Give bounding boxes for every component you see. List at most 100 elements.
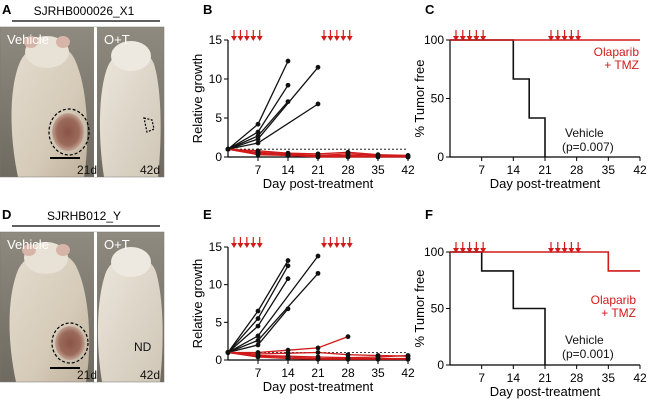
annotation-label: Vehicle: [565, 333, 604, 347]
down-arrow-dose-icon: [548, 242, 554, 253]
dose-arrow-head: [554, 36, 561, 41]
data-point-vehicle: [255, 129, 261, 135]
dose-arrow-head: [568, 248, 575, 253]
model-title: SJRHB000026_X1: [34, 4, 135, 18]
series-line-treatment: [450, 251, 640, 272]
model-title: SJRHB012_Y: [47, 209, 121, 223]
down-arrow-dose-icon: [466, 30, 473, 41]
down-arrow-dose-icon: [243, 237, 250, 248]
data-point-treatment: [315, 356, 321, 362]
down-arrow-dose-icon: [327, 237, 334, 248]
dose-arrow-head: [243, 36, 250, 41]
data-point-vehicle: [255, 121, 261, 127]
panel-letter: C: [425, 2, 435, 17]
down-arrow-dose-icon: [346, 237, 353, 248]
x-axis-label: Day post-treatment: [490, 176, 601, 191]
down-arrow-dose-icon: [453, 242, 459, 253]
dose-arrow-head: [575, 248, 582, 253]
y-axis-label: % Tumor free: [412, 269, 427, 347]
x-tick-label: 14: [281, 366, 295, 380]
data-point-vehicle: [255, 342, 261, 348]
panel-letter: B: [203, 2, 212, 17]
down-arrow-dose-icon: [340, 30, 347, 41]
dose-arrow-head: [256, 36, 263, 41]
down-arrow-dose-icon: [561, 30, 568, 41]
annotation-label: + TMZ: [604, 58, 639, 72]
y-tick-label: 10: [209, 72, 223, 86]
annotation-label: + TMZ: [601, 306, 636, 320]
panel-letter: F: [425, 207, 433, 222]
not-detected-label: ND: [134, 340, 152, 354]
series-line-vehicle: [450, 251, 546, 365]
x-tick-label: 28: [341, 366, 355, 380]
y-axis-label: % Tumor free: [412, 59, 427, 137]
group-label-vehicle: Vehicle: [7, 32, 49, 47]
data-point-vehicle: [255, 308, 261, 314]
dose-arrow-head: [459, 248, 466, 253]
down-arrow-dose-icon: [480, 242, 487, 253]
data-point-treatment: [315, 350, 321, 355]
mouse-photo-vehicle: [0, 232, 94, 382]
x-tick-label: 42: [633, 371, 647, 385]
dose-arrow-head: [231, 36, 237, 41]
dose-arrow-head: [256, 243, 263, 248]
down-arrow-dose-icon: [575, 242, 582, 253]
data-point-treatment: [225, 146, 231, 152]
y-tick-label: 100: [424, 33, 444, 47]
dose-arrow-head: [453, 36, 459, 41]
down-arrow-dose-icon: [256, 30, 263, 41]
y-tick-label: 50: [431, 302, 445, 316]
x-tick-label: 28: [341, 163, 355, 177]
down-arrow-dose-icon: [459, 242, 466, 253]
dose-arrow-head: [473, 36, 480, 41]
dose-arrow-head: [333, 36, 340, 41]
y-tick-label: 15: [209, 240, 223, 254]
down-arrow-dose-icon: [459, 30, 466, 41]
dose-arrow-head: [321, 243, 327, 248]
data-point-vehicle: [255, 333, 261, 339]
down-arrow-dose-icon: [231, 237, 237, 248]
data-point-treatment: [315, 345, 321, 351]
mouse-photo-vehicle: [0, 27, 94, 177]
data-point-vehicle: [255, 316, 261, 321]
x-tick-label: 21: [538, 163, 552, 177]
down-arrow-dose-icon: [243, 30, 250, 41]
panel-letter: E: [203, 207, 212, 222]
dose-arrow-head: [480, 248, 487, 253]
series-line-vehicle: [450, 39, 546, 157]
dose-arrow-head: [548, 248, 554, 253]
data-point-vehicle: [255, 323, 261, 329]
dose-arrow-head: [243, 243, 250, 248]
dose-arrow-head: [466, 248, 473, 253]
down-arrow-dose-icon: [480, 30, 487, 41]
data-point-treatment: [375, 356, 381, 362]
chart-relative-growth-e: 0 5 10 15 7 14 21 28 35 42 Day post-treatment Relat…: [190, 237, 415, 394]
chart-relative-growth-b: 0 5 10 15 7 14 21 28 35 42 Day post-treatment Relat…: [190, 30, 415, 191]
x-tick-label: 7: [478, 371, 485, 385]
dose-arrow-head: [561, 36, 568, 41]
down-arrow-dose-icon: [568, 30, 575, 41]
down-arrow-dose-icon: [568, 242, 575, 253]
down-arrow-dose-icon: [237, 237, 244, 248]
day-label-vehicle: 21d: [77, 163, 97, 177]
day-label-treated: 42d: [140, 368, 160, 382]
data-point-treatment: [345, 356, 351, 362]
dose-arrow-head: [554, 248, 561, 253]
down-arrow-dose-icon: [250, 30, 257, 41]
data-point-treatment: [345, 334, 351, 340]
data-point-treatment: [315, 154, 321, 160]
data-point-vehicle: [285, 82, 291, 88]
x-tick-label: 28: [570, 371, 584, 385]
down-arrow-dose-icon: [466, 242, 473, 253]
down-arrow-dose-icon: [256, 237, 263, 248]
down-arrow-dose-icon: [333, 237, 340, 248]
y-tick-label: 50: [431, 92, 445, 106]
dose-arrow-head: [327, 36, 334, 41]
dose-arrow-head: [333, 243, 340, 248]
dose-arrow-head: [231, 243, 237, 248]
down-arrow-dose-icon: [346, 30, 353, 41]
x-tick-label: 7: [255, 366, 262, 380]
data-point-vehicle: [255, 338, 261, 343]
dose-arrow-head: [237, 36, 244, 41]
